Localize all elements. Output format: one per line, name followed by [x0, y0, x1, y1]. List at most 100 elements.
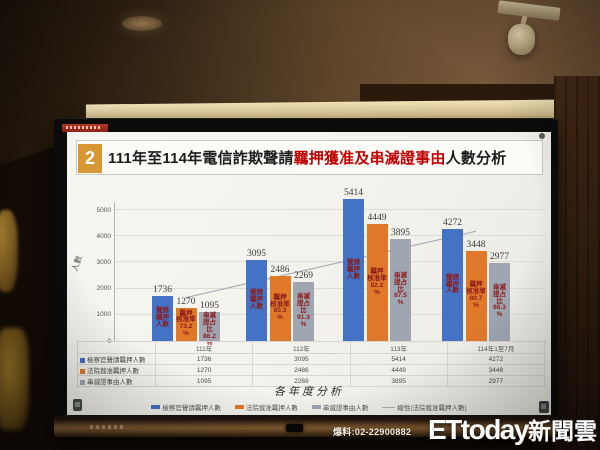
- watermark-phone: 爆料:02-22900882: [333, 427, 412, 437]
- bar-inner-label: 羈押 核准率 82.2%: [367, 267, 387, 296]
- monitor-bottom-bezel: [54, 415, 558, 437]
- gold-lettering: [0, 328, 29, 430]
- table-year-header: 114年1至7月: [446, 341, 546, 354]
- bar-value-label: 2269: [294, 270, 313, 281]
- legend-marker: [234, 405, 244, 409]
- title-highlight: 羈押獲准及串滅證事由: [293, 150, 446, 167]
- gridline: [115, 209, 546, 210]
- bar-value-label: 3095: [247, 248, 266, 259]
- title-suffix: 人數分析: [445, 150, 507, 167]
- bar-value-label: 1095: [200, 301, 219, 312]
- table-row-label: 檢察官聲請羈押人數: [77, 353, 156, 365]
- bar-value-label: 4272: [443, 218, 462, 229]
- bar: 串滅 證占比 86.3%: [489, 263, 510, 341]
- bar-inner-label: 串滅 證占比 86.3%: [493, 283, 506, 319]
- bar-inner-label: 羈押 核准率 80.7%: [466, 281, 486, 309]
- bar: 聲請 羈押 人數: [442, 229, 463, 341]
- bar-inner-label: 串滅 證占比 86.2%: [203, 312, 216, 347]
- legend-label: 法院裁准羈押人數: [245, 405, 298, 412]
- legend-marker: [311, 405, 321, 409]
- x-axis-title: 各年度分析: [274, 385, 344, 398]
- table-cell: 5414: [349, 353, 448, 365]
- display-monitor: 2 111年至114年電信詐欺聲請 羈押獲准及串滅證事由 人數分析 人數 0 1000…: [54, 118, 558, 437]
- bar: 羈押 核准率 80.3%: [269, 275, 291, 341]
- slide-screen: 2 111年至114年電信詐欺聲請 羈押獲准及串滅證事由 人數分析 人數 0 1000…: [67, 132, 551, 415]
- table-year-header: 113年: [349, 341, 448, 354]
- bar-inner-label: 羈押 核准率 73.2%: [176, 309, 196, 338]
- bar-value-label: 2977: [490, 252, 509, 263]
- year-table: 111年 112年 113年 114年1至7月 檢察官聲請羈押人數 1736 3095 541…: [77, 341, 546, 387]
- bar-inner-label: 串滅 證占比 87.5%: [394, 271, 407, 307]
- bar: 聲請 羈押 人數: [152, 295, 173, 341]
- bar: 羈押 核准率 80.7%: [465, 250, 487, 341]
- bar-value-label: 1270: [176, 296, 196, 307]
- title-prefix: 111年至114年電信詐欺聲請: [108, 150, 294, 167]
- table-cell: 1095: [154, 375, 254, 387]
- legend-label: 串滅證事由人數: [322, 405, 369, 412]
- spotlight-head: [508, 24, 535, 55]
- slide-title-box: 2 111年至114年電信詐欺聲請 羈押獲准及串滅證事由 人數分析: [76, 140, 543, 175]
- slide-title: 111年至114年電信詐欺聲請 羈押獲准及串滅證事由 人數分析: [108, 141, 540, 174]
- y-axis-title: 人數: [70, 254, 84, 273]
- legend-item: 串滅證事由人數: [311, 402, 369, 412]
- bar-value-label: 2486: [270, 264, 290, 275]
- trendline: [185, 230, 477, 299]
- table-cell: 3095: [252, 353, 351, 365]
- series-marker: [80, 357, 85, 363]
- bar-inner-label: 聲請 羈押 人數: [156, 306, 169, 328]
- gridline: [115, 235, 546, 237]
- legend-marker: [382, 406, 396, 408]
- gridline: [115, 313, 546, 315]
- table-row-label: 串滅證事由人數: [77, 375, 156, 387]
- bar: 聲請 羈押 人數: [246, 259, 267, 341]
- table-cell: 2977: [446, 375, 546, 387]
- table-cell: 2486: [252, 364, 351, 376]
- bar-inner-label: 聲請 羈押 人數: [250, 289, 263, 310]
- table-cell: 4272: [446, 353, 546, 365]
- monitor-logo: [90, 425, 124, 429]
- bar-value-label: 1736: [153, 284, 172, 295]
- watermark-brand-en: ETtoday: [428, 414, 529, 445]
- y-tick-label: 4000: [96, 232, 111, 240]
- watermark-brand-zh: 新聞雲: [527, 418, 597, 444]
- table-row: 串滅證事由人數 1095 2269 3895 2977: [77, 375, 546, 387]
- y-tick-label: 1000: [96, 311, 111, 319]
- monitor-brand-label: [62, 124, 108, 132]
- slide-number-badge: 2: [78, 144, 102, 173]
- bar-value-label: 4449: [367, 213, 387, 224]
- y-tick-label: 2000: [96, 285, 111, 293]
- screen-corner-dot: [539, 133, 545, 139]
- table-cell: 2269: [252, 375, 351, 387]
- bar: 串滅 證占比 91.3%: [293, 281, 314, 341]
- legend-label: 檢察官聲請羈押人數: [162, 405, 221, 412]
- chart-legend: 檢察官聲請羈押人數 法院裁准羈押人數 串滅證事由人數 線性(法院裁准羈押人數): [67, 402, 551, 412]
- slide-corner-icon-left: [73, 399, 82, 411]
- legend-item: 法院裁准羈押人數: [234, 402, 298, 412]
- y-tick-label: 3000: [96, 258, 111, 266]
- table-row: 檢察官聲請羈押人數 1736 3095 5414 4272: [77, 353, 546, 365]
- bar: 羈押 核准率 82.2%: [366, 224, 388, 341]
- bar: 羈押 核准率 73.2%: [175, 307, 197, 341]
- legend-label: 線性(法院裁准羈押人數): [397, 405, 467, 412]
- bar: 串滅 證占比 86.2%: [199, 312, 220, 347]
- table-cell: 1736: [154, 353, 254, 365]
- ir-sensor: [286, 424, 303, 432]
- table-year-header: 111年: [154, 341, 254, 354]
- gold-ornament: [0, 210, 18, 292]
- plot-area: 0 1000 2000 3000 4000 5000 聲請 羈押 人數 1736 聲請 羈押 人數 309…: [97, 188, 546, 347]
- table-year-header: 112年: [252, 341, 351, 354]
- table-cell: 4449: [349, 364, 448, 376]
- bar-inner-label: 聲請 羈押 人數: [446, 273, 459, 295]
- bar-value-label: 3448: [466, 239, 486, 250]
- wood-panel-wall: [554, 76, 600, 450]
- table-corner-cell: [77, 341, 156, 354]
- bar-inner-label: 聲請 羈押 人數: [347, 258, 360, 280]
- bar: 串滅 證占比 87.5%: [390, 238, 411, 341]
- y-tick-label: 5000: [96, 206, 111, 214]
- table-cell: 3448: [446, 364, 546, 376]
- table-row-label: 法院裁准羈押人數: [77, 364, 156, 376]
- gridline: [115, 287, 546, 289]
- bar: 聲請 羈押 人數: [343, 199, 364, 341]
- slide-corner-icon-right: [539, 401, 549, 413]
